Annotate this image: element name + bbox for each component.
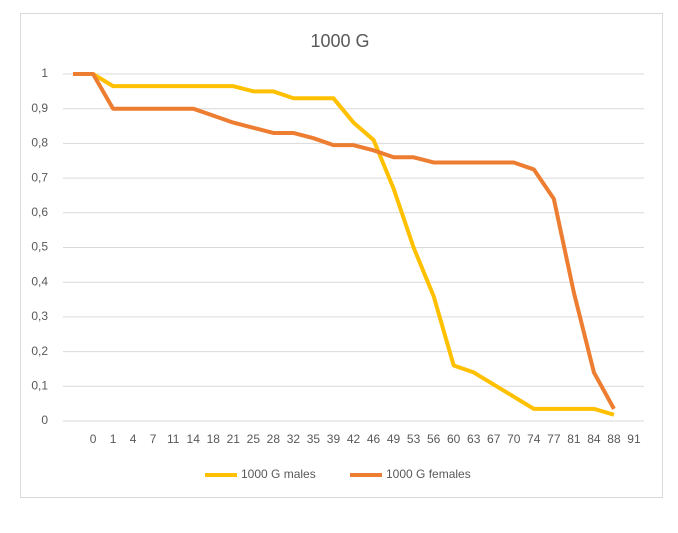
x-tick-label: 88: [607, 432, 621, 446]
x-tick-label: 42: [347, 432, 361, 446]
y-tick-label: 0,2: [31, 344, 48, 358]
x-tick-label: 4: [130, 432, 137, 446]
x-tick-label: 11: [167, 432, 180, 446]
x-tick-label: 28: [267, 432, 281, 446]
legend-label: 1000 G females: [386, 467, 471, 481]
y-tick-label: 0,7: [31, 170, 48, 184]
legend-label: 1000 G males: [241, 467, 316, 481]
series-line: [73, 72, 615, 417]
y-tick-label: 1: [41, 66, 48, 80]
x-tick-label: 21: [227, 432, 241, 446]
x-tick-label: 1: [110, 432, 117, 446]
x-tick-label: 70: [507, 432, 521, 446]
y-tick-label: 0,9: [31, 101, 48, 115]
y-tick-label: 0,3: [31, 309, 48, 323]
y-tick-label: 0,8: [31, 136, 48, 150]
y-tick-label: 0,6: [31, 205, 48, 219]
x-tick-label: 56: [427, 432, 441, 446]
chart-title: 1000 G: [310, 31, 369, 51]
x-tick-label: 39: [327, 432, 341, 446]
x-tick-label: 63: [467, 432, 481, 446]
x-tick-label: 60: [447, 432, 461, 446]
x-tick-label: 0: [90, 432, 97, 446]
x-tick-label: 67: [487, 432, 501, 446]
x-tick-label: 84: [587, 432, 601, 446]
x-tick-label: 25: [247, 432, 261, 446]
chart-border: [20, 13, 663, 498]
x-tick-label: 91: [627, 432, 641, 446]
x-tick-label: 35: [307, 432, 321, 446]
x-tick-label: 14: [187, 432, 201, 446]
x-tick-label: 7: [150, 432, 157, 446]
series-line: [73, 72, 616, 410]
x-tick-label: 32: [287, 432, 301, 446]
y-tick-label: 0: [41, 413, 48, 427]
x-tick-label: 46: [367, 432, 381, 446]
x-tick-label: 49: [387, 432, 401, 446]
y-tick-label: 0,4: [31, 274, 48, 288]
x-tick-label: 53: [407, 432, 421, 446]
x-tick-label: 81: [567, 432, 581, 446]
x-tick-label: 74: [527, 432, 541, 446]
y-tick-label: 0,1: [31, 378, 48, 392]
x-tick-label: 18: [207, 432, 221, 446]
x-tick-label: 77: [547, 432, 561, 446]
y-tick-label: 0,5: [31, 240, 48, 254]
